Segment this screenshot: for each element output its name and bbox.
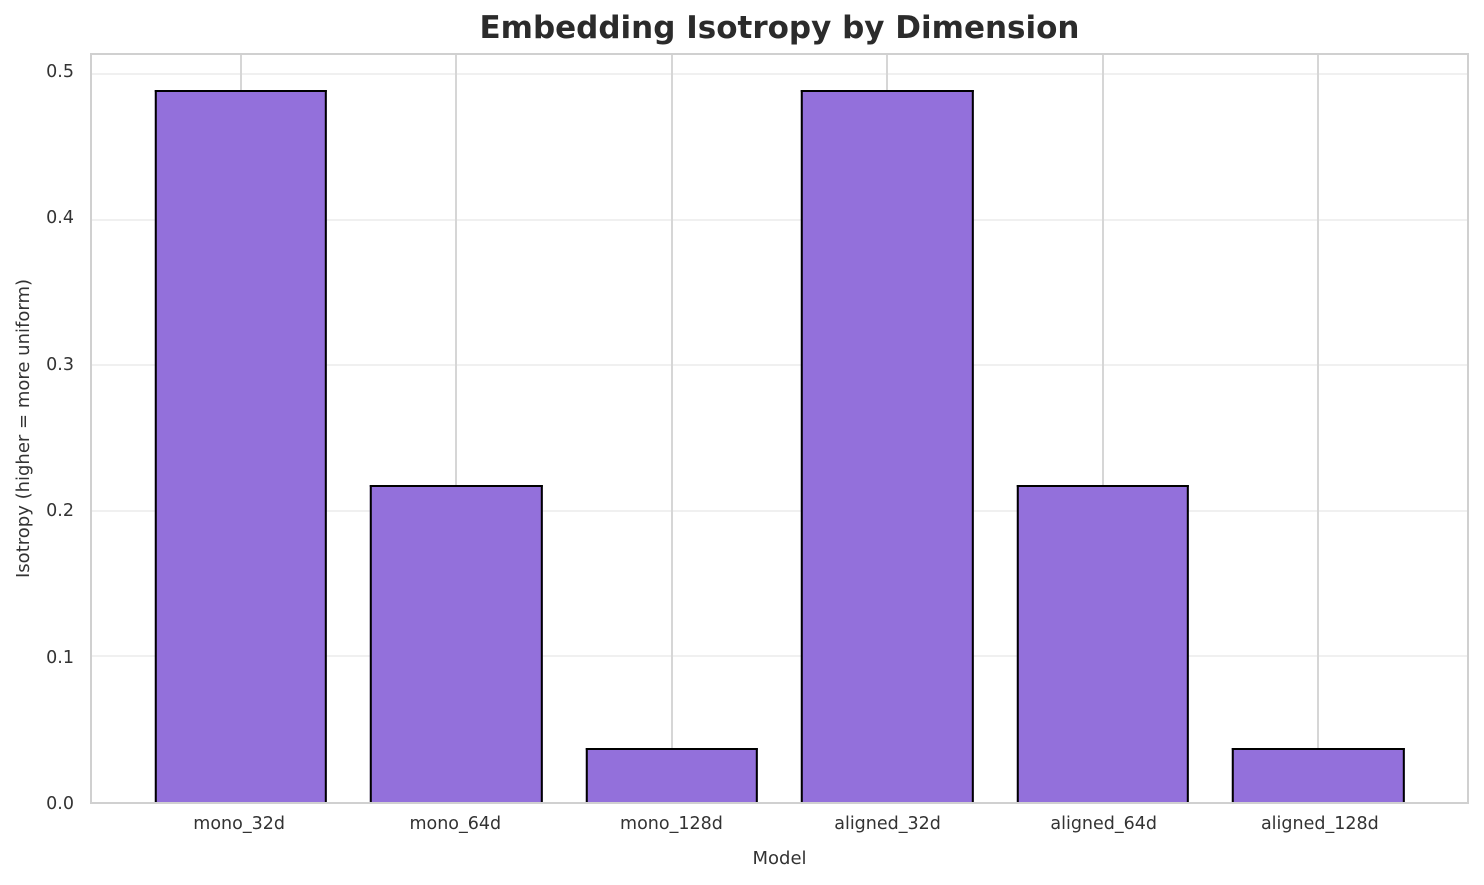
plot-area (90, 53, 1469, 804)
x-axis-label: Model (752, 848, 807, 869)
v-gridline (670, 55, 673, 802)
bar-aligned_64d (1016, 484, 1189, 802)
h-gridline (92, 72, 1467, 75)
x-tick-label-mono_128d: mono_128d (620, 814, 723, 834)
v-gridline (1101, 55, 1104, 802)
bar-mono_32d (154, 89, 327, 802)
h-gridline (92, 364, 1467, 367)
x-tick-label-aligned_32d: aligned_32d (834, 814, 941, 834)
x-tick-label-aligned_128d: aligned_128d (1260, 814, 1379, 834)
h-gridline (92, 655, 1467, 658)
bar-aligned_128d (1232, 748, 1405, 802)
x-tick-label-aligned_64d: aligned_64d (1050, 814, 1158, 834)
bar-mono_64d (370, 484, 543, 802)
bar-mono_128d (585, 748, 758, 802)
v-gridline (1317, 55, 1320, 802)
y-tick-label: 0.0 (46, 794, 74, 814)
x-tick-label-mono_64d: mono_64d (409, 814, 502, 834)
v-gridline (455, 55, 458, 802)
h-gridline (92, 509, 1467, 512)
y-tick-labels: 0.0 0.1 0.2 0.3 0.4 0.5 (0, 53, 74, 814)
y-tick-label: 0.4 (46, 208, 74, 229)
chart-title: Embedding Isotropy by Dimension (479, 10, 1080, 46)
h-gridline (92, 218, 1467, 221)
y-tick-label: 0.3 (46, 354, 74, 375)
y-tick-label: 0.1 (46, 647, 74, 668)
bar-aligned_32d (801, 89, 974, 802)
x-tick-label-mono_32d: mono_32d (193, 814, 285, 834)
x-tick-labels: mono_32d mono_64d mono_128d aligned_32d alig… (90, 814, 1469, 840)
y-tick-label: 0.5 (46, 62, 74, 83)
y-tick-label: 0.2 (46, 501, 74, 522)
